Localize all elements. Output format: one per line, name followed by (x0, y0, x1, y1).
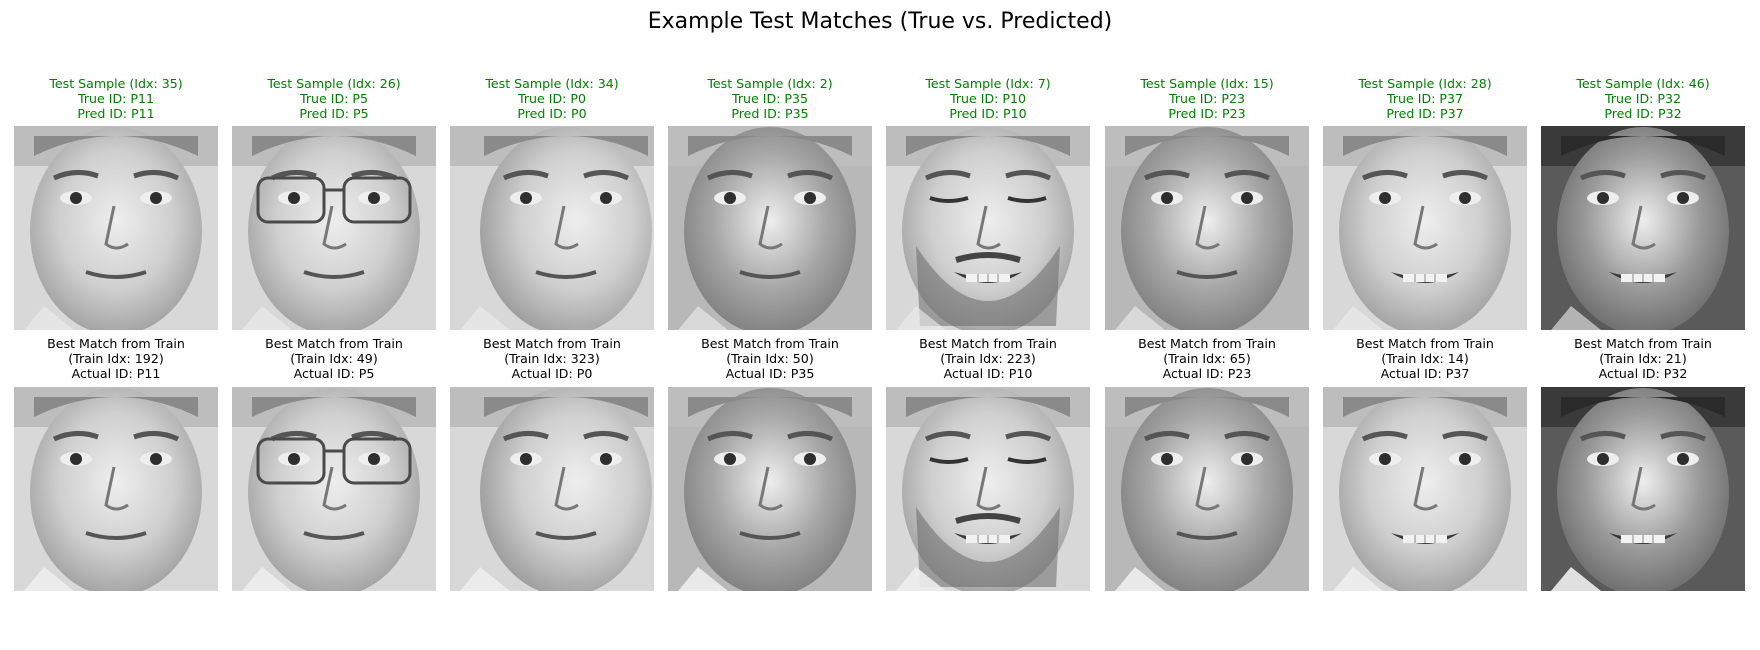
test-caption-line2: True ID: P32 (1604, 91, 1682, 107)
train-caption: Best Match from Train (Train Idx: 21) Actu… (1541, 336, 1745, 382)
test-caption: Test Sample (Idx: 46) True ID: P32 Pred ID… (1541, 76, 1745, 122)
train-caption-line3: Actual ID: P10 (943, 366, 1033, 382)
train-caption-line2: (Train Idx: 21) (1599, 351, 1687, 367)
train-caption-line1: Best Match from Train (483, 336, 621, 351)
test-face-image (1541, 126, 1745, 330)
train-caption-line3: Actual ID: P37 (1380, 366, 1470, 382)
test-caption-line1: Test Sample (Idx: 35) (49, 76, 183, 91)
train-caption-line2: (Train Idx: 192) (68, 351, 164, 367)
train-caption-line2: (Train Idx: 223) (940, 351, 1036, 367)
test-caption-line1: Test Sample (Idx: 15) (1140, 76, 1274, 91)
test-caption: Test Sample (Idx: 2) True ID: P35 Pred ID:… (668, 76, 872, 122)
test-caption: Test Sample (Idx: 35) True ID: P11 Pred ID… (14, 76, 218, 122)
train-caption-line1: Best Match from Train (1138, 336, 1276, 351)
test-face-image (450, 126, 654, 330)
test-face-image (668, 126, 872, 330)
test-caption-line2: True ID: P23 (1168, 91, 1246, 107)
train-caption-line3: Actual ID: P11 (71, 366, 161, 382)
train-caption-line3: Actual ID: P32 (1598, 366, 1688, 382)
train-face-image (232, 387, 436, 591)
test-caption-line2: True ID: P0 (517, 91, 587, 107)
train-caption: Best Match from Train (Train Idx: 223) Act… (886, 336, 1090, 382)
train-caption-line2: (Train Idx: 323) (504, 351, 600, 367)
train-caption: Best Match from Train (Train Idx: 192) Act… (14, 336, 218, 382)
train-caption-line2: (Train Idx: 50) (726, 351, 814, 367)
train-face-image (14, 387, 218, 591)
train-caption-line1: Best Match from Train (701, 336, 839, 351)
test-face-image (886, 126, 1090, 330)
test-caption: Test Sample (Idx: 34) True ID: P0 Pred ID:… (450, 76, 654, 122)
test-caption-line3: Pred ID: P10 (949, 106, 1027, 122)
test-face-image (1105, 126, 1309, 330)
train-face-image (886, 387, 1090, 591)
train-face-image (1323, 387, 1527, 591)
train-caption: Best Match from Train (Train Idx: 323) Act… (450, 336, 654, 382)
test-caption-line3: Pred ID: P11 (77, 106, 155, 122)
test-caption-line3: Pred ID: P23 (1168, 106, 1246, 122)
train-caption-line3: Actual ID: P0 (511, 366, 593, 382)
test-caption-line3: Pred ID: P35 (731, 106, 809, 122)
train-caption-line2: (Train Idx: 49) (290, 351, 378, 367)
test-caption-line3: Pred ID: P0 (517, 106, 587, 122)
test-caption-line1: Test Sample (Idx: 34) (485, 76, 619, 91)
test-caption-line2: True ID: P37 (1386, 91, 1464, 107)
test-caption-line1: Test Sample (Idx: 7) (925, 76, 1051, 91)
test-caption: Test Sample (Idx: 15) True ID: P23 Pred ID… (1105, 76, 1309, 122)
train-caption-line1: Best Match from Train (265, 336, 403, 351)
train-caption: Best Match from Train (Train Idx: 49) Actu… (232, 336, 436, 382)
test-caption-line1: Test Sample (Idx: 26) (267, 76, 401, 91)
train-caption: Best Match from Train (Train Idx: 14) Actu… (1323, 336, 1527, 382)
test-caption-line3: Pred ID: P5 (299, 106, 369, 122)
test-face-image (14, 126, 218, 330)
train-caption-line2: (Train Idx: 65) (1163, 351, 1251, 367)
test-caption-line2: True ID: P11 (77, 91, 155, 107)
test-caption-line2: True ID: P5 (299, 91, 369, 107)
train-caption-line3: Actual ID: P23 (1162, 366, 1252, 382)
train-caption: Best Match from Train (Train Idx: 65) Actu… (1105, 336, 1309, 382)
test-face-image (1323, 126, 1527, 330)
train-face-image (1105, 387, 1309, 591)
test-caption: Test Sample (Idx: 28) True ID: P37 Pred ID… (1323, 76, 1527, 122)
test-caption-line1: Test Sample (Idx: 28) (1358, 76, 1492, 91)
test-caption-line3: Pred ID: P37 (1386, 106, 1464, 122)
test-face-image (232, 126, 436, 330)
train-caption-line3: Actual ID: P35 (725, 366, 815, 382)
test-caption-line2: True ID: P10 (949, 91, 1027, 107)
test-caption-line1: Test Sample (Idx: 46) (1576, 76, 1710, 91)
train-face-image (1541, 387, 1745, 591)
train-face-image (668, 387, 872, 591)
test-caption-line3: Pred ID: P32 (1604, 106, 1682, 122)
train-face-image (450, 387, 654, 591)
train-caption-line1: Best Match from Train (1356, 336, 1494, 351)
test-caption: Test Sample (Idx: 26) True ID: P5 Pred ID:… (232, 76, 436, 122)
train-caption-line1: Best Match from Train (919, 336, 1057, 351)
train-caption-line2: (Train Idx: 14) (1381, 351, 1469, 367)
figure-title: Example Test Matches (True vs. Predicted… (647, 9, 1113, 34)
test-caption: Test Sample (Idx: 7) True ID: P10 Pred ID:… (886, 76, 1090, 122)
test-caption-line1: Test Sample (Idx: 2) (707, 76, 833, 91)
test-caption-line2: True ID: P35 (731, 91, 809, 107)
train-caption-line1: Best Match from Train (1574, 336, 1712, 351)
train-caption: Best Match from Train (Train Idx: 50) Actu… (668, 336, 872, 382)
train-caption-line1: Best Match from Train (47, 336, 185, 351)
train-caption-line3: Actual ID: P5 (293, 366, 375, 382)
